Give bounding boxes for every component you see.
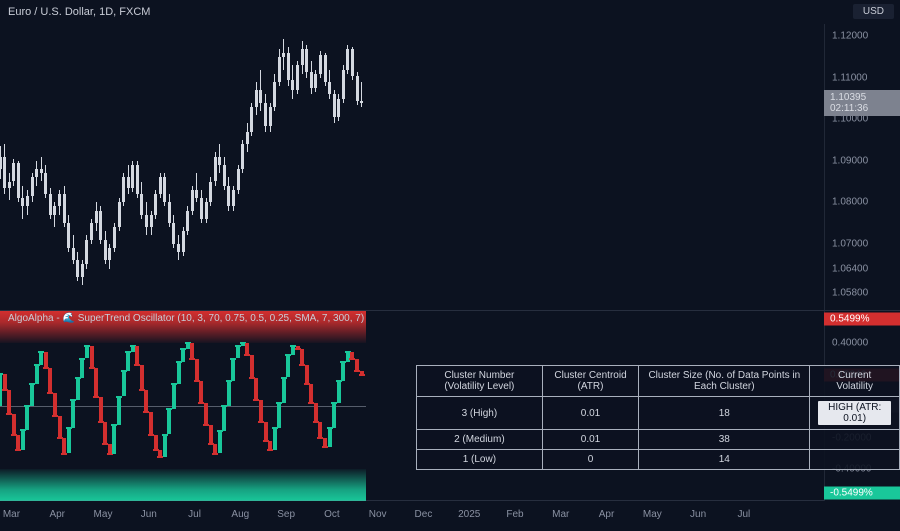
oscillator-lower-band: [0, 469, 366, 501]
xaxis-tick: Aug: [231, 509, 249, 520]
current-volatility-badge: HIGH (ATR: 0.01): [818, 401, 891, 425]
xaxis-tick: Oct: [324, 509, 340, 520]
price-ytick: 1.08000: [824, 197, 900, 208]
price-ytick: 1.12000: [824, 31, 900, 42]
cluster-table-row: 2 (Medium)0.0138: [417, 430, 900, 450]
oscillator-lower-badge: -0.5499%: [824, 487, 900, 500]
xaxis-tick: Mar: [3, 509, 20, 520]
cluster-table-header: Cluster Number (Volatility Level): [417, 366, 543, 397]
price-chart[interactable]: 1.058001.064001.070001.080001.090001.100…: [0, 24, 900, 310]
xaxis-tick: Mar: [552, 509, 569, 520]
cluster-table-row: 1 (Low)014: [417, 450, 900, 470]
xaxis-tick: Jun: [690, 509, 706, 520]
cluster-table: Cluster Number (Volatility Level)Cluster…: [416, 365, 900, 470]
price-ytick: 1.07000: [824, 238, 900, 249]
xaxis-tick: Feb: [506, 509, 523, 520]
xaxis-tick: 2025: [458, 509, 480, 520]
price-ytick: 1.05800: [824, 288, 900, 299]
current-price-badge: 1.1039502:11:36: [824, 90, 900, 116]
cluster-table-row: 3 (High)0.0118HIGH (ATR: 0.01): [417, 397, 900, 430]
time-axis[interactable]: Mar Apr May Jun Jul Aug Sep Oct Nov Dec 2025 Feb Mar…: [0, 500, 824, 531]
xaxis-tick: Nov: [369, 509, 387, 520]
currency-badge[interactable]: USD: [853, 4, 894, 19]
oscillator-ytick: 0.40000: [824, 337, 900, 348]
xaxis-tick: May: [94, 509, 113, 520]
xaxis-tick: Apr: [49, 509, 65, 520]
instrument-title: Euro / U.S. Dollar, 1D, FXCM: [8, 6, 150, 18]
oscillator-panel[interactable]: AlgoAlpha - 🌊 SuperTrend Oscillator (10,…: [0, 310, 900, 500]
xaxis-tick: Sep: [277, 509, 295, 520]
xaxis-tick: Jul: [188, 509, 201, 520]
xaxis-tick: Apr: [599, 509, 615, 520]
price-yaxis[interactable]: 1.058001.064001.070001.080001.090001.100…: [824, 24, 900, 310]
xaxis-tick: Jul: [737, 509, 750, 520]
xaxis-tick: May: [643, 509, 662, 520]
oscillator-title: AlgoAlpha - 🌊 SuperTrend Oscillator (10,…: [8, 313, 364, 324]
price-ytick: 1.06400: [824, 263, 900, 274]
price-plot-area[interactable]: [0, 24, 824, 310]
price-ytick: 1.11000: [824, 72, 900, 83]
cluster-table-header: Cluster Size (No. of Data Points in Each…: [639, 366, 810, 397]
cluster-table-header: Cluster Centroid (ATR): [542, 366, 639, 397]
chart-header: Euro / U.S. Dollar, 1D, FXCM: [0, 0, 900, 24]
xaxis-tick: Dec: [415, 509, 433, 520]
xaxis-tick: Jun: [141, 509, 157, 520]
price-ytick: 1.09000: [824, 155, 900, 166]
cluster-table-header: Current Volatility: [810, 366, 900, 397]
oscillator-upper-badge: 0.5499%: [824, 312, 900, 325]
